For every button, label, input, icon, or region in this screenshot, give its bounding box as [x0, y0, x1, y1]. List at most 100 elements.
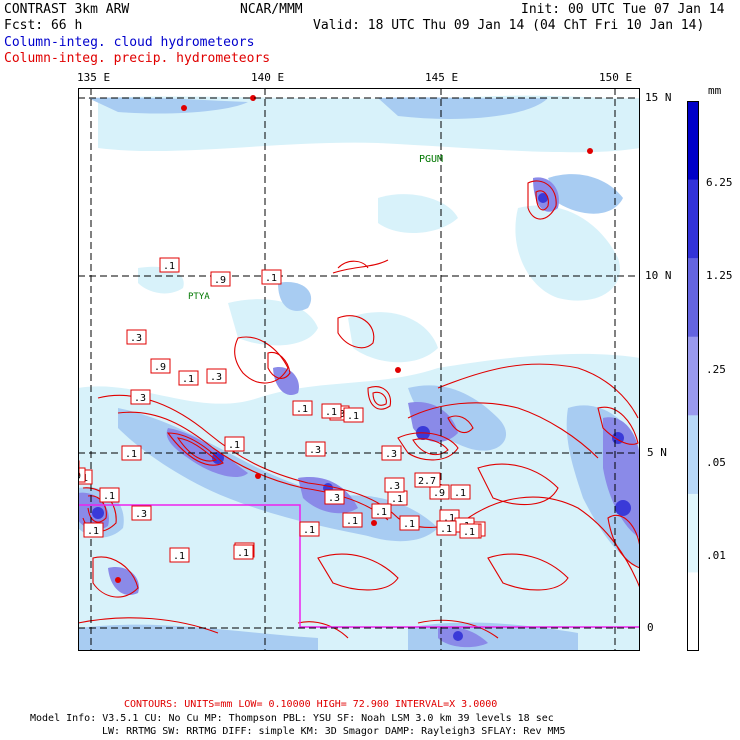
contour-value-label: .1: [371, 503, 392, 519]
contour-value-label: .9: [150, 358, 171, 374]
contour-info: CONTOURS: UNITS=mm LOW= 0.10000 HIGH= 72…: [124, 699, 498, 710]
contour-value-label: .1: [450, 484, 471, 500]
contour-value-label: .1: [178, 370, 199, 386]
svg-text:.9: .9: [78, 471, 81, 482]
contour-value-label: .1: [321, 403, 342, 419]
contour-value-label: .1: [292, 400, 313, 416]
legend-level: .05: [706, 456, 726, 469]
contour-value-label: .9: [210, 271, 231, 287]
map-frame: [78, 88, 640, 651]
svg-text:.1: .1: [325, 407, 337, 418]
lon-label: 150 E: [599, 71, 633, 84]
svg-text:.1: .1: [375, 507, 387, 518]
svg-text:.1: .1: [182, 374, 194, 385]
svg-text:.3: .3: [130, 333, 142, 344]
contour-value-label: .1: [299, 521, 320, 537]
contour-labels: .1.9.1.3.3.9.1.3.3.1.3.1.1.3.1.1.1.9.1.3…: [78, 257, 486, 563]
svg-text:.1: .1: [391, 494, 403, 505]
contour-value-label: .3: [324, 489, 345, 505]
svg-text:.9: .9: [433, 488, 445, 499]
contour-value-label: .3: [384, 477, 405, 493]
contour-value-label: .3: [381, 445, 402, 461]
forecast-hour: Fcst: 66 h: [4, 18, 83, 33]
svg-text:.9: .9: [154, 362, 166, 373]
svg-text:.3: .3: [388, 481, 400, 492]
svg-text:.1: .1: [454, 488, 466, 499]
weather-map: PGUM PTYA .1.9.1.3.3.9.1.3.3.1.3.1.1.3.1…: [78, 88, 640, 651]
contour-value-label: .3: [130, 389, 151, 405]
lat-label: 10 N: [645, 269, 672, 282]
lat-label: 5 N: [647, 446, 667, 459]
contour-value-label: .1: [399, 515, 420, 531]
contour-value-label: .1: [387, 490, 408, 506]
svg-text:.1: .1: [440, 524, 452, 535]
svg-text:.1: .1: [346, 516, 358, 527]
contour-value-label: .1: [99, 487, 120, 503]
contour-value-label: .3: [126, 329, 147, 345]
valid-time: Valid: 18 UTC Thu 09 Jan 14 (04 ChT Fri …: [313, 18, 705, 33]
contour-value-label: .1: [343, 407, 364, 423]
contour-value-label: .1: [233, 544, 254, 560]
legend-unit: mm: [708, 84, 722, 97]
colorbar-segment: [687, 101, 699, 181]
colorbar-segment: [687, 258, 699, 338]
place-label: PTYA: [188, 292, 210, 302]
lat-label: 15 N: [645, 91, 672, 104]
contour-value-label: .1: [436, 520, 457, 536]
legend-colorbar: [687, 101, 699, 651]
contour-value-label: .1: [224, 436, 245, 452]
svg-text:.1: .1: [265, 273, 277, 284]
svg-text:.1: .1: [103, 491, 115, 502]
svg-text:.1: .1: [173, 551, 185, 562]
contour-value-label: .1: [159, 257, 180, 273]
svg-text:.1: .1: [403, 519, 415, 530]
svg-text:.1: .1: [228, 440, 240, 451]
contour-value-label: .1: [459, 523, 480, 539]
svg-text:.1: .1: [303, 525, 315, 536]
fill-field-label: Column-integ. cloud hydrometeors: [4, 35, 255, 50]
colorbar-segment: [687, 493, 699, 573]
contour-value-label: .3: [305, 441, 326, 457]
contour-value-label: .3: [131, 505, 152, 521]
svg-text:.3: .3: [328, 493, 340, 504]
contour-value-label: .3: [206, 368, 227, 384]
model-info-line2: LW: RRTMG SW: RRTMG DIFF: simple KM: 3D …: [102, 726, 566, 737]
precip-contours: [78, 180, 640, 639]
lat-lon-grid: [78, 88, 640, 651]
lon-label: 145 E: [425, 71, 459, 84]
contour-value-label: .1: [342, 512, 363, 528]
lon-label: 135 E: [77, 71, 111, 84]
init-time: Init: 00 UTC Tue 07 Jan 14: [521, 2, 725, 17]
contour-value-label: .1: [121, 445, 142, 461]
legend-level: 1.25: [706, 269, 733, 282]
svg-text:2.7: 2.7: [418, 476, 436, 487]
svg-text:.3: .3: [135, 509, 147, 520]
contour-field-label: Column-integ. precip. hydrometeors: [4, 51, 271, 66]
contour-value-label: .9: [78, 467, 86, 483]
colorbar-segment: [687, 179, 699, 259]
contour-value-label: .1: [83, 522, 104, 538]
precip-cores: [115, 95, 593, 583]
highlight-box: [78, 504, 640, 628]
legend-level: .25: [706, 363, 726, 376]
contour-value-label: 2.7: [414, 472, 441, 488]
svg-text:.9: .9: [214, 275, 226, 286]
svg-text:.1: .1: [163, 261, 175, 272]
lat-label: 0: [647, 621, 654, 634]
colorbar-segment: [687, 572, 699, 651]
svg-text:.1: .1: [463, 527, 475, 538]
contour-value-label: .1: [169, 547, 190, 563]
model-info-line1: Model Info: V3.5.1 CU: No Cu MP: Thompso…: [30, 713, 554, 724]
colorbar-segment: [687, 415, 699, 495]
legend-level: 6.25: [706, 176, 733, 189]
svg-text:.1: .1: [125, 449, 137, 460]
svg-text:.1: .1: [443, 513, 455, 524]
lon-label: 140 E: [251, 71, 285, 84]
contour-value-label: .1: [261, 269, 282, 285]
svg-text:.3: .3: [210, 372, 222, 383]
colorbar-frame: [687, 101, 699, 651]
colorbar-segment: [687, 336, 699, 416]
svg-text:.1: .1: [296, 404, 308, 415]
place-label: PGUM: [419, 154, 443, 165]
legend-level: .01: [706, 549, 726, 562]
